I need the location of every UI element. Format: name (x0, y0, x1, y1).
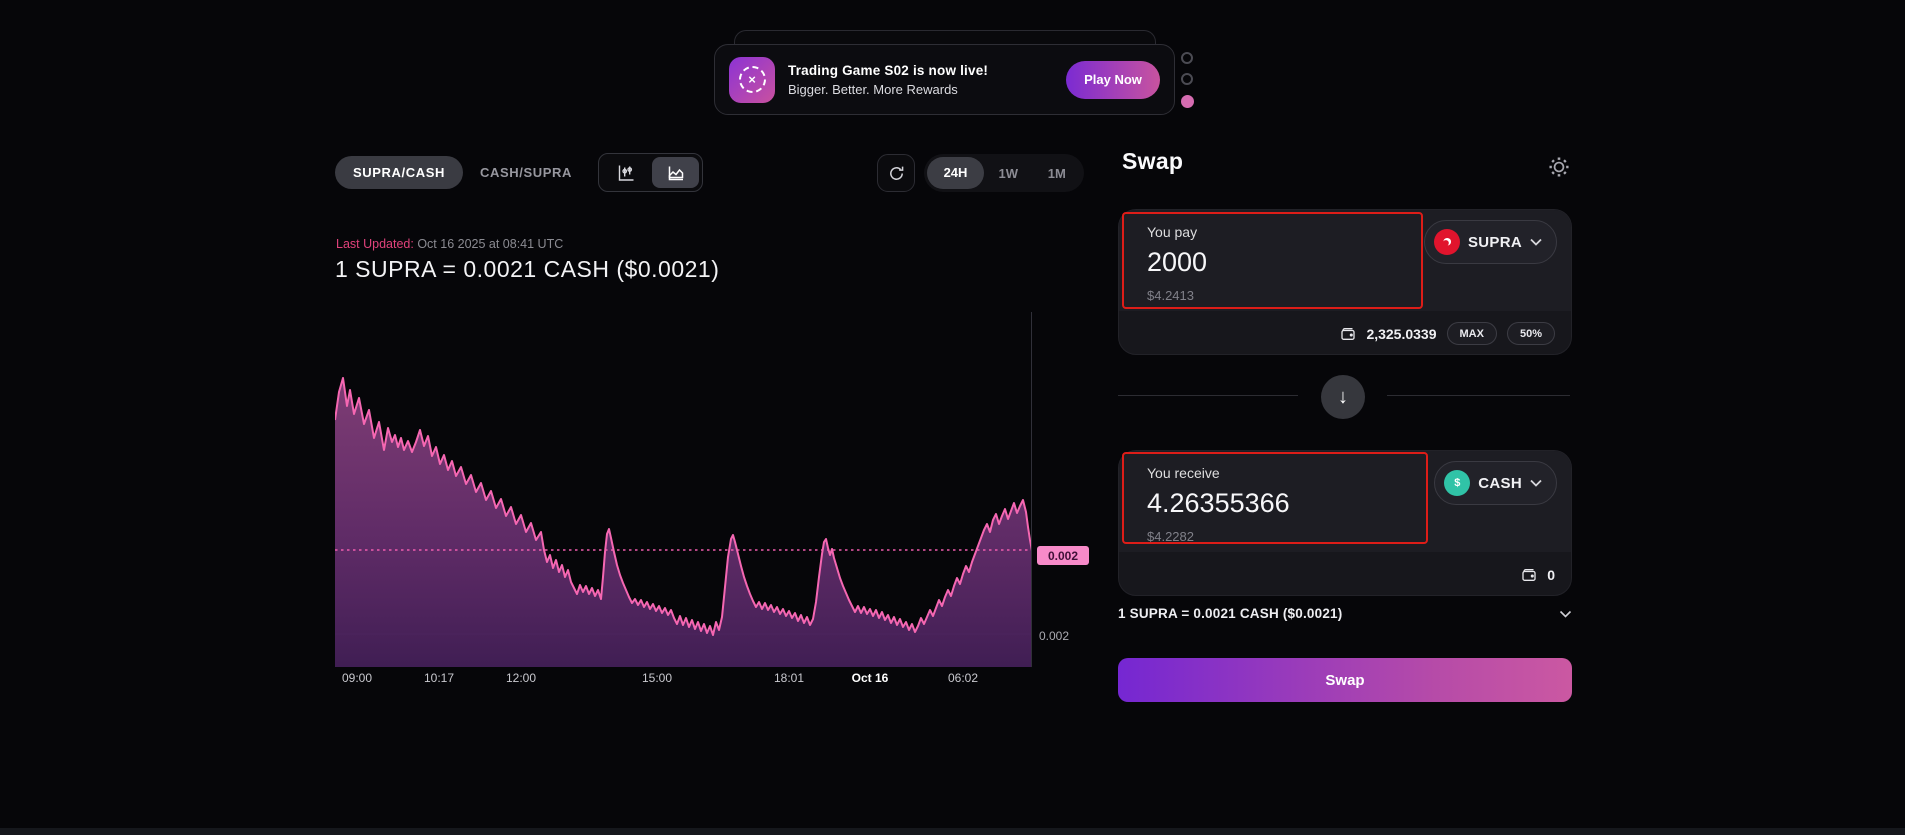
chart-type-toggle (598, 153, 703, 192)
you-pay-input-section: You pay 2000 $4.2413 SUPRA (1119, 210, 1571, 311)
you-receive-label: You receive (1147, 465, 1220, 481)
time-range-1w[interactable]: 1W (998, 165, 1019, 181)
swap-direction-button[interactable]: ↓ (1321, 375, 1365, 419)
price-line (334, 377, 1033, 636)
rate-summary-text: 1 SUPRA = 0.0021 CASH ($0.0021) (1118, 606, 1343, 621)
promo-banner: × Trading Game S02 is now live! Bigger. … (714, 44, 1175, 115)
area-chart-button[interactable] (652, 157, 699, 188)
play-now-button[interactable]: Play Now (1066, 60, 1160, 99)
x-label: 10:17 (423, 671, 455, 685)
x-label: 12:00 (505, 671, 537, 685)
x-label-date: Oct 16 (851, 671, 889, 685)
receive-token-selector[interactable]: $ CASH (1434, 461, 1557, 505)
y-axis-price-label: 0.002 (1039, 629, 1070, 643)
chevron-down-icon (1530, 479, 1542, 487)
you-pay-footer: 2,325.0339 MAX 50% (1119, 311, 1571, 354)
x-label: 18:01 (773, 671, 805, 685)
you-pay-amount-input[interactable]: 2000 (1147, 247, 1208, 277)
time-range-group: 24H 1W 1M (924, 154, 1084, 192)
banner-subtitle: Bigger. Better. More Rewards (788, 81, 958, 97)
pay-token-name: SUPRA (1467, 233, 1522, 251)
candlestick-chart-icon (618, 165, 633, 181)
price-chart[interactable] (334, 372, 1033, 667)
wallet-icon (1341, 327, 1356, 340)
gear-icon (1549, 157, 1569, 177)
current-price-badge: 0.002 (1037, 546, 1089, 565)
banner-text: Trading Game S02 is now live! Bigger. Be… (788, 63, 988, 97)
you-receive-amount-input[interactable]: 4.26355366 (1147, 488, 1290, 518)
carousel-dot-2[interactable] (1181, 73, 1193, 85)
you-receive-card: You receive 4.26355366 $4.2282 $ CASH 0 (1118, 450, 1572, 596)
half-button[interactable]: 50% (1506, 322, 1555, 345)
you-receive-footer: 0 (1119, 552, 1571, 595)
pair-tab-supra-cash[interactable]: SUPRA/CASH (335, 156, 463, 189)
candlestick-chart-button[interactable] (602, 157, 649, 188)
x-axis-labels: 09:00 10:17 12:00 15:00 18:01 Oct 16 06:… (335, 671, 1032, 687)
horizontal-scrollbar[interactable] (0, 828, 1905, 835)
refresh-button[interactable] (877, 154, 915, 192)
area-fill (335, 378, 1032, 667)
pair-rate-title: 1 SUPRA = 0.0021 CASH ($0.0021) (335, 256, 720, 282)
x-label: 09:00 (341, 671, 373, 685)
supra-token-icon (1433, 229, 1460, 255)
cash-token-icon: $ (1444, 470, 1471, 496)
arrow-down-icon: ↓ (1338, 385, 1348, 408)
settings-button[interactable] (1546, 154, 1572, 180)
wallet-icon (1522, 568, 1536, 581)
receive-token-name: CASH (1478, 474, 1522, 492)
you-pay-usd-value: $4.2413 (1147, 288, 1194, 303)
time-range-24h[interactable]: 24H (927, 157, 984, 189)
area-chart-icon (668, 166, 683, 180)
last-updated: Last Updated: Oct 16 2025 at 08:41 UTC (336, 237, 563, 251)
dashed-circle-x-icon: × (738, 66, 766, 93)
chevron-down-icon (1530, 238, 1542, 246)
trading-game-icon: × (729, 56, 775, 103)
you-pay-label: You pay (1147, 224, 1198, 240)
last-updated-value: Oct 16 2025 at 08:41 UTC (417, 237, 564, 251)
chevron-down-icon (1559, 610, 1572, 618)
carousel-dot-3[interactable] (1181, 95, 1194, 108)
pay-token-selector[interactable]: SUPRA (1423, 220, 1557, 264)
chart-crosshair-vline (1031, 312, 1032, 667)
refresh-icon (889, 166, 903, 180)
banner-carousel-previous-card-edge (734, 30, 1156, 46)
last-updated-label: Last Updated: (336, 237, 414, 251)
carousel-dot-1[interactable] (1181, 52, 1193, 64)
swap-panel-title: Swap (1122, 148, 1184, 174)
pay-wallet-balance: 2,325.0339 (1366, 325, 1437, 342)
rate-summary-row[interactable]: 1 SUPRA = 0.0021 CASH ($0.0021) (1118, 606, 1572, 621)
x-label: 15:00 (641, 671, 673, 685)
time-range-1m[interactable]: 1M (1047, 165, 1066, 181)
you-pay-card: You pay 2000 $4.2413 SUPRA 2,325.0339 MA… (1118, 209, 1572, 355)
area-chart-svg (334, 377, 1033, 667)
max-button[interactable]: MAX (1446, 322, 1497, 345)
you-receive-usd-value: $4.2282 (1147, 529, 1194, 544)
receive-wallet-balance: 0 (1547, 566, 1555, 583)
divider-left (1118, 395, 1298, 396)
x-label: 06:02 (947, 671, 979, 685)
banner-title: Trading Game S02 is now live! (788, 62, 989, 78)
pair-tab-cash-supra[interactable]: CASH/SUPRA (480, 165, 572, 180)
divider-right (1387, 395, 1570, 396)
swap-button[interactable]: Swap (1118, 658, 1572, 702)
you-receive-input-section: You receive 4.26355366 $4.2282 $ CASH (1119, 451, 1571, 552)
